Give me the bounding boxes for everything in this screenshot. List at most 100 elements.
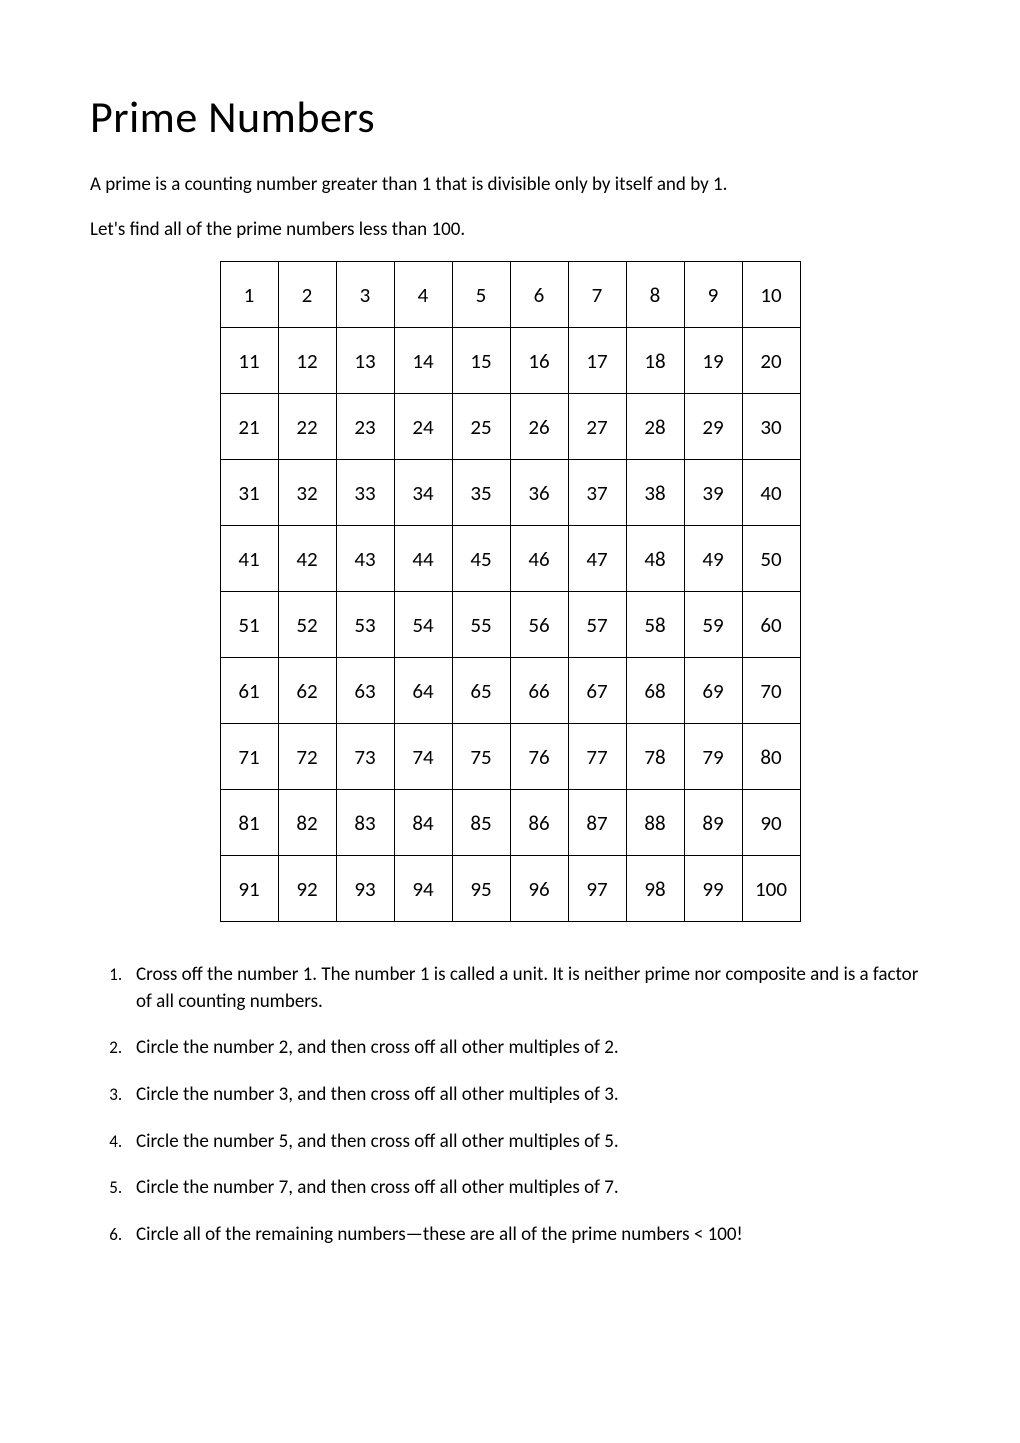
number-cell: 7: [568, 262, 626, 328]
number-cell: 62: [278, 658, 336, 724]
number-cell: 52: [278, 592, 336, 658]
number-cell: 37: [568, 460, 626, 526]
instruction-item: Circle all of the remaining numbers—thes…: [126, 1222, 930, 1249]
number-cell: 20: [742, 328, 800, 394]
number-grid-body: 1234567891011121314151617181920212223242…: [220, 262, 800, 922]
number-cell: 25: [452, 394, 510, 460]
number-cell: 13: [336, 328, 394, 394]
number-cell: 67: [568, 658, 626, 724]
number-cell: 28: [626, 394, 684, 460]
number-cell: 15: [452, 328, 510, 394]
number-cell: 75: [452, 724, 510, 790]
number-cell: 43: [336, 526, 394, 592]
number-cell: 10: [742, 262, 800, 328]
number-cell: 90: [742, 790, 800, 856]
number-cell: 100: [742, 856, 800, 922]
number-cell: 74: [394, 724, 452, 790]
number-cell: 19: [684, 328, 742, 394]
number-cell: 63: [336, 658, 394, 724]
number-cell: 92: [278, 856, 336, 922]
number-cell: 22: [278, 394, 336, 460]
number-grid-row: 41424344454647484950: [220, 526, 800, 592]
number-cell: 98: [626, 856, 684, 922]
number-cell: 59: [684, 592, 742, 658]
number-cell: 3: [336, 262, 394, 328]
number-cell: 64: [394, 658, 452, 724]
number-cell: 81: [220, 790, 278, 856]
number-cell: 65: [452, 658, 510, 724]
number-cell: 99: [684, 856, 742, 922]
number-cell: 86: [510, 790, 568, 856]
number-cell: 30: [742, 394, 800, 460]
number-cell: 18: [626, 328, 684, 394]
number-grid-row: 21222324252627282930: [220, 394, 800, 460]
number-cell: 39: [684, 460, 742, 526]
number-cell: 97: [568, 856, 626, 922]
number-cell: 78: [626, 724, 684, 790]
number-cell: 93: [336, 856, 394, 922]
number-grid-row: 71727374757677787980: [220, 724, 800, 790]
number-cell: 4: [394, 262, 452, 328]
number-cell: 79: [684, 724, 742, 790]
number-cell: 42: [278, 526, 336, 592]
number-cell: 94: [394, 856, 452, 922]
number-cell: 38: [626, 460, 684, 526]
number-cell: 11: [220, 328, 278, 394]
number-cell: 49: [684, 526, 742, 592]
number-cell: 24: [394, 394, 452, 460]
number-cell: 82: [278, 790, 336, 856]
number-cell: 32: [278, 460, 336, 526]
instruction-item: Circle the number 7, and then cross off …: [126, 1175, 930, 1202]
number-cell: 29: [684, 394, 742, 460]
number-grid-row: 51525354555657585960: [220, 592, 800, 658]
number-cell: 40: [742, 460, 800, 526]
number-cell: 77: [568, 724, 626, 790]
number-cell: 8: [626, 262, 684, 328]
number-cell: 91: [220, 856, 278, 922]
page: Prime Numbers A prime is a counting numb…: [0, 0, 1020, 1443]
number-cell: 26: [510, 394, 568, 460]
number-grid-row: 61626364656667686970: [220, 658, 800, 724]
number-grid-wrapper: 1234567891011121314151617181920212223242…: [90, 261, 930, 922]
number-cell: 80: [742, 724, 800, 790]
number-cell: 83: [336, 790, 394, 856]
number-cell: 56: [510, 592, 568, 658]
number-cell: 71: [220, 724, 278, 790]
number-cell: 17: [568, 328, 626, 394]
number-cell: 61: [220, 658, 278, 724]
number-cell: 51: [220, 592, 278, 658]
number-cell: 45: [452, 526, 510, 592]
number-cell: 72: [278, 724, 336, 790]
number-grid: 1234567891011121314151617181920212223242…: [220, 261, 801, 922]
number-grid-row: 12345678910: [220, 262, 800, 328]
number-cell: 53: [336, 592, 394, 658]
number-cell: 12: [278, 328, 336, 394]
number-grid-row: 919293949596979899100: [220, 856, 800, 922]
number-cell: 73: [336, 724, 394, 790]
page-title: Prime Numbers: [90, 90, 930, 144]
number-cell: 33: [336, 460, 394, 526]
number-cell: 89: [684, 790, 742, 856]
number-cell: 31: [220, 460, 278, 526]
number-cell: 69: [684, 658, 742, 724]
number-cell: 96: [510, 856, 568, 922]
number-cell: 54: [394, 592, 452, 658]
number-cell: 6: [510, 262, 568, 328]
number-cell: 36: [510, 460, 568, 526]
number-cell: 68: [626, 658, 684, 724]
intro-paragraph-1: A prime is a counting number greater tha…: [90, 172, 930, 199]
number-cell: 41: [220, 526, 278, 592]
instruction-item: Circle the number 2, and then cross off …: [126, 1035, 930, 1062]
number-cell: 88: [626, 790, 684, 856]
number-cell: 95: [452, 856, 510, 922]
number-cell: 27: [568, 394, 626, 460]
number-cell: 70: [742, 658, 800, 724]
number-cell: 2: [278, 262, 336, 328]
instruction-list: Cross off the number 1. The number 1 is …: [90, 962, 930, 1248]
number-grid-row: 11121314151617181920: [220, 328, 800, 394]
number-cell: 46: [510, 526, 568, 592]
intro-paragraph-2: Let's find all of the prime numbers less…: [90, 217, 930, 244]
number-cell: 87: [568, 790, 626, 856]
number-grid-row: 31323334353637383940: [220, 460, 800, 526]
number-cell: 58: [626, 592, 684, 658]
